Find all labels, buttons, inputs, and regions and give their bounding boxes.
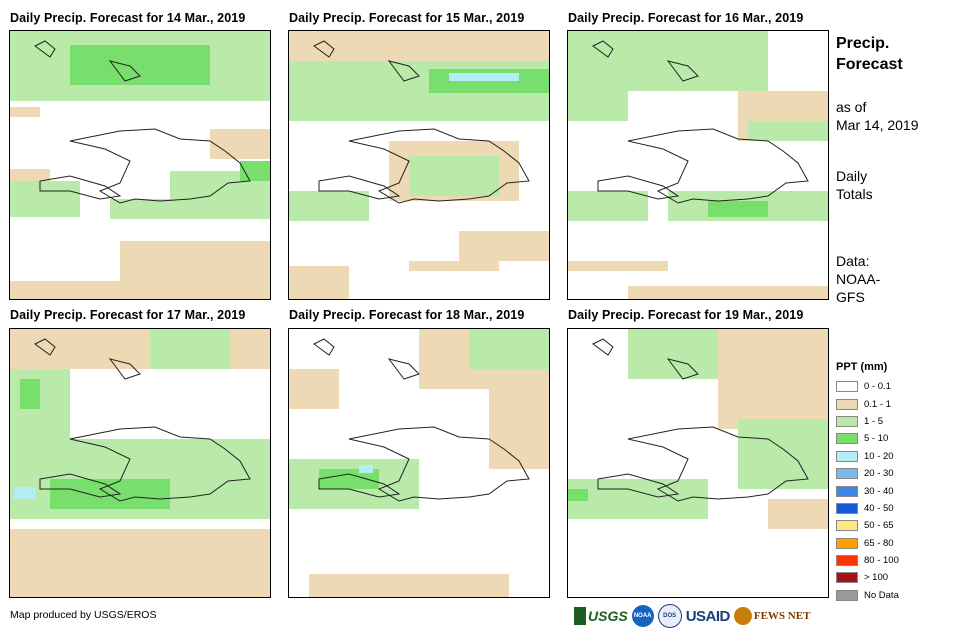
legend-item: 0.1 - 1 bbox=[836, 395, 899, 412]
legend-item: > 100 bbox=[836, 569, 899, 586]
sidebar-title-line1: Precip. bbox=[836, 35, 890, 52]
data-source-line1: Data: bbox=[836, 253, 870, 269]
precip-pattern bbox=[568, 329, 828, 529]
legend-title: PPT (mm) bbox=[836, 361, 888, 373]
forecast-map-4 bbox=[9, 328, 271, 598]
data-source-line2: NOAA- bbox=[836, 271, 881, 287]
legend-label: No Data bbox=[864, 589, 899, 601]
partner-logos: USGS NOAA DOS USAID FEWS NET bbox=[574, 601, 828, 631]
panel-title-2: Daily Precip. Forecast for 15 Mar., 2019 bbox=[289, 11, 525, 25]
forecast-map-3 bbox=[567, 30, 829, 300]
precip-pattern bbox=[568, 31, 828, 299]
usgs-logo-text: USGS bbox=[588, 608, 628, 624]
legend-label: 1 - 5 bbox=[864, 415, 884, 427]
legend-label: 50 - 65 bbox=[864, 520, 894, 532]
legend-label: 5 - 10 bbox=[864, 433, 889, 445]
legend-label: 0.1 - 1 bbox=[864, 398, 891, 410]
sidebar-title-line2: Forecast bbox=[836, 56, 903, 73]
legend: 0 - 0.1 0.1 - 1 1 - 5 5 - 10 10 - 20 20 - 30 3… bbox=[836, 378, 899, 604]
legend-label: 20 - 30 bbox=[864, 468, 894, 480]
precip-pattern bbox=[289, 31, 549, 299]
legend-item: 50 - 65 bbox=[836, 517, 899, 534]
legend-item: 20 - 30 bbox=[836, 465, 899, 482]
usgs-logo: USGS bbox=[574, 607, 628, 625]
panel-title-4: Daily Precip. Forecast for 17 Mar., 2019 bbox=[10, 308, 246, 322]
island-outline bbox=[592, 338, 809, 502]
legend-label: 10 - 20 bbox=[864, 450, 894, 462]
usgs-mark-icon bbox=[574, 607, 586, 625]
legend-label: > 100 bbox=[864, 572, 889, 584]
dos-seal: DOS bbox=[657, 604, 682, 628]
legend-swatch bbox=[836, 381, 858, 393]
legend-item: 65 - 80 bbox=[836, 535, 899, 552]
legend-swatch bbox=[836, 468, 858, 480]
legend-swatch bbox=[836, 572, 858, 584]
data-source-line3: GFS bbox=[836, 289, 865, 305]
usaid-logo: USAID bbox=[685, 607, 731, 625]
legend-item: 30 - 40 bbox=[836, 482, 899, 499]
legend-label: 0 - 0.1 bbox=[864, 381, 891, 393]
legend-swatch bbox=[836, 485, 858, 497]
fews-net-logo-text: FEWS NET bbox=[753, 610, 811, 622]
legend-swatch bbox=[836, 589, 858, 601]
legend-swatch bbox=[836, 502, 858, 514]
legend-swatch bbox=[836, 398, 858, 410]
map-credit: Map produced by USGS/EROS bbox=[10, 609, 157, 621]
data-source: Data: NOAA- GFS bbox=[836, 252, 880, 306]
forecast-map-6 bbox=[567, 328, 829, 598]
daily-totals-line2: Totals bbox=[836, 186, 873, 202]
island-outline bbox=[313, 338, 530, 502]
legend-item: No Data bbox=[836, 587, 899, 604]
precip-pattern bbox=[10, 31, 270, 299]
precip-pattern bbox=[289, 329, 549, 597]
panel-title-5: Daily Precip. Forecast for 18 Mar., 2019 bbox=[289, 308, 525, 322]
legend-label: 30 - 40 bbox=[864, 485, 894, 497]
legend-label: 40 - 50 bbox=[864, 502, 894, 514]
legend-label: 65 - 80 bbox=[864, 537, 894, 549]
as-of-date: as of Mar 14, 2019 bbox=[836, 98, 919, 134]
legend-item: 40 - 50 bbox=[836, 500, 899, 517]
forecast-map-5 bbox=[288, 328, 550, 598]
legend-item: 5 - 10 bbox=[836, 430, 899, 447]
legend-swatch bbox=[836, 415, 858, 427]
island-outline bbox=[592, 40, 809, 204]
legend-swatch bbox=[836, 537, 858, 549]
daily-totals-label: Daily Totals bbox=[836, 167, 873, 203]
legend-swatch bbox=[836, 450, 858, 462]
as-of-line1: as of bbox=[836, 99, 867, 115]
fews-net-logo: FEWS NET bbox=[733, 607, 811, 625]
panel-title-6: Daily Precip. Forecast for 19 Mar., 2019 bbox=[568, 308, 804, 322]
island-outline bbox=[34, 40, 251, 204]
legend-item: 0 - 0.1 bbox=[836, 378, 899, 395]
island-outline bbox=[34, 338, 251, 502]
legend-swatch bbox=[836, 555, 858, 567]
legend-item: 10 - 20 bbox=[836, 448, 899, 465]
precip-pattern bbox=[10, 329, 270, 597]
forecast-map-2 bbox=[288, 30, 550, 300]
daily-totals-line1: Daily bbox=[836, 168, 868, 184]
island-outline bbox=[313, 40, 530, 204]
noaa-logo: NOAA bbox=[631, 605, 654, 627]
panel-title-1: Daily Precip. Forecast for 14 Mar., 2019 bbox=[10, 11, 246, 25]
forecast-map-1 bbox=[9, 30, 271, 300]
globe-icon bbox=[733, 607, 752, 625]
legend-item: 80 - 100 bbox=[836, 552, 899, 569]
sidebar-title: Precip. Forecast bbox=[836, 33, 903, 75]
panel-title-3: Daily Precip. Forecast for 16 Mar., 2019 bbox=[568, 11, 804, 25]
as-of-line2: Mar 14, 2019 bbox=[836, 117, 919, 133]
legend-label: 80 - 100 bbox=[864, 555, 899, 567]
legend-item: 1 - 5 bbox=[836, 413, 899, 430]
legend-swatch bbox=[836, 520, 858, 532]
legend-swatch bbox=[836, 433, 858, 445]
